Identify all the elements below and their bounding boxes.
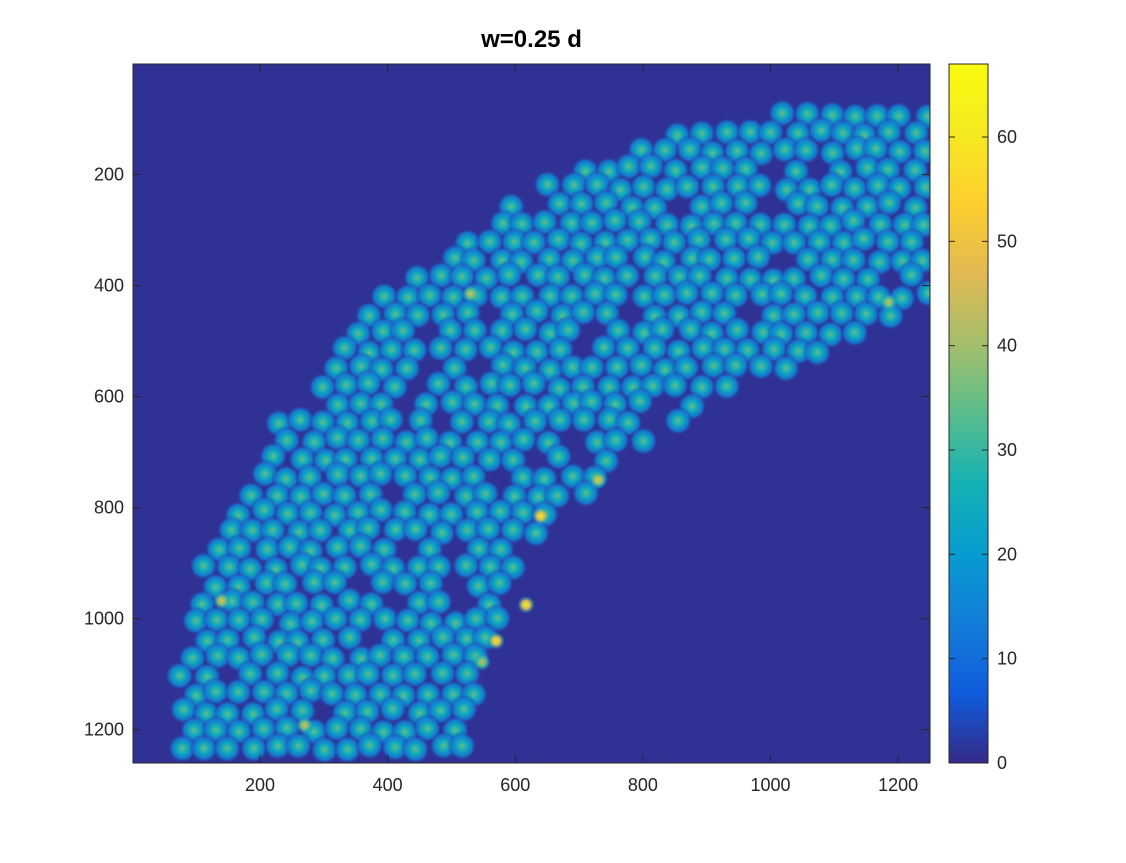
heatmap-spot — [840, 318, 870, 348]
heatmap-spot — [614, 151, 644, 181]
heatmap-spot — [771, 353, 801, 383]
y-tick-label: 800 — [94, 498, 124, 518]
heatmap-hotspot — [517, 595, 536, 614]
heatmap-spot — [309, 735, 340, 763]
heatmap-spot — [569, 405, 599, 435]
heatmap-hotspot — [461, 284, 480, 303]
heatmap-spot — [212, 733, 242, 763]
heatmap-spot — [188, 551, 219, 581]
x-tick-label: 600 — [500, 775, 530, 795]
y-tick-label: 200 — [94, 164, 124, 184]
x-tick-label: 1000 — [750, 775, 790, 795]
heatmap-hotspot — [531, 506, 550, 525]
heatmap-spot — [447, 731, 477, 761]
heatmap-hotspot — [212, 591, 231, 610]
heatmap-spot — [625, 386, 655, 416]
heatmap-spot — [368, 567, 398, 597]
heatmap-spot — [712, 371, 742, 401]
heatmap-hotspot — [589, 470, 608, 489]
heatmap-spot — [355, 730, 385, 761]
x-tick-label: 200 — [245, 775, 275, 795]
chart-title: w=0.25 d — [481, 26, 582, 53]
heatmap-spot — [663, 406, 693, 436]
x-tick-label: 400 — [373, 775, 403, 795]
heatmap-spot — [494, 260, 524, 290]
x-tick-label: 1200 — [878, 775, 918, 795]
heatmap-spot — [223, 677, 253, 707]
plot-frame — [132, 63, 931, 764]
colorbar-tick-label: 10 — [997, 649, 1017, 669]
colorbar-tick-label: 20 — [997, 544, 1017, 564]
colorbar-tick-label: 50 — [997, 231, 1017, 251]
heatmap-hotspot — [473, 652, 492, 671]
heatmap-spot — [521, 518, 551, 548]
heatmap-spot — [423, 478, 453, 508]
y-tick-label: 1000 — [84, 609, 124, 629]
colorbar-tick-label: 0 — [997, 753, 1007, 773]
colorbar-gradient — [948, 63, 989, 764]
heatmap-spot — [167, 733, 198, 763]
y-tick-label: 1200 — [84, 720, 124, 740]
heatmap-spot — [770, 134, 800, 165]
heatmap-spot — [189, 733, 219, 763]
colorbar: 0 10 20 30 40 50 60 — [948, 63, 1017, 773]
heatmap-spot — [660, 370, 690, 401]
heatmap-spot — [239, 733, 269, 763]
heatmap-spot — [545, 405, 575, 435]
heatmap-spot — [283, 731, 313, 761]
heatmap-spot — [296, 640, 326, 671]
heatmap-spot — [743, 242, 773, 272]
x-tick-label: 800 — [628, 775, 658, 795]
heatmap-spot — [201, 676, 231, 707]
heatmap-spot — [519, 368, 549, 399]
heatmap-spot — [263, 731, 293, 761]
spot-layer — [164, 98, 930, 763]
heatmap-hotspot — [487, 631, 506, 650]
heatmap-spot — [802, 337, 832, 368]
heatmap-spot — [913, 278, 930, 308]
heatmap-hotspot — [879, 293, 898, 312]
y-tick-label: 600 — [94, 387, 124, 407]
colorbar-tick-label: 60 — [997, 127, 1017, 147]
colorbar-tick-label: 30 — [997, 440, 1017, 460]
heatmap-spot — [746, 351, 776, 381]
y-tick-label: 400 — [94, 276, 124, 296]
heatmap-spot — [377, 694, 408, 724]
colorbar-tick-label: 40 — [997, 336, 1017, 356]
heatmap-spot — [332, 734, 363, 763]
heatmap-spot — [510, 314, 541, 344]
heatmap-spot — [817, 170, 847, 200]
heatmap-hotspot — [295, 716, 314, 735]
heatmap-spot — [164, 661, 195, 691]
heatmap-spot — [400, 734, 431, 763]
heatmap-spot — [806, 261, 836, 291]
heatmap-spot — [299, 567, 329, 597]
plot-area — [133, 64, 930, 763]
axes: 200 400 600 800 1000 1200 200 400 600 800 1000 1200 — [84, 63, 931, 795]
heatmap-spot — [628, 426, 659, 456]
